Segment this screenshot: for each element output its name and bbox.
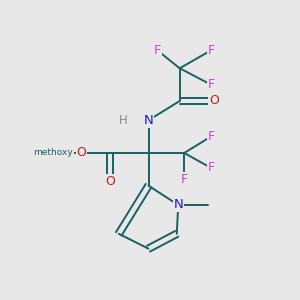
Text: F: F — [154, 44, 161, 57]
Text: N: N — [173, 199, 183, 212]
Text: F: F — [181, 173, 188, 186]
Text: F: F — [207, 161, 214, 174]
Text: H: H — [119, 114, 128, 127]
Text: N: N — [144, 114, 153, 127]
Text: O: O — [105, 175, 115, 188]
Text: F: F — [207, 78, 214, 91]
Text: O: O — [209, 94, 219, 107]
Text: F: F — [207, 44, 214, 57]
Text: O: O — [77, 146, 87, 160]
Text: methoxy: methoxy — [34, 148, 73, 158]
Text: F: F — [207, 130, 214, 143]
